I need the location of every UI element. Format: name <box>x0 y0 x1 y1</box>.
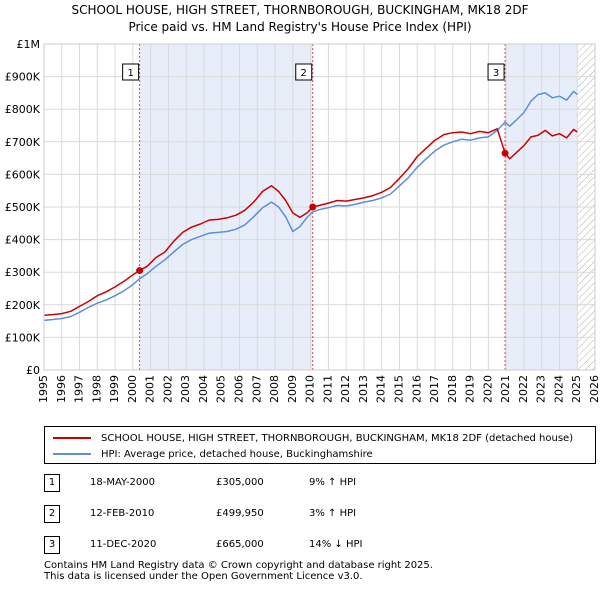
x-tick-label: 2021 <box>499 375 512 403</box>
x-tick-label: 2026 <box>588 375 600 403</box>
y-tick-label: £0 <box>26 364 40 377</box>
sale-row: 1 18-MAY-2000 £305,000 9% ↑ HPI <box>44 474 564 494</box>
y-tick-label: £500K <box>5 201 41 214</box>
x-tick-label: 2006 <box>233 375 246 403</box>
x-tick-label: 2020 <box>481 375 494 403</box>
sale-label-box <box>295 63 313 81</box>
x-tick-label: 1997 <box>73 375 86 403</box>
x-tick-label: 2003 <box>179 375 192 403</box>
x-tick-label: 2014 <box>375 375 388 403</box>
x-tick-label: 2015 <box>392 375 405 403</box>
price-chart: 1 2 3 £0 £100K £200K £300K £400K £500K £600K £700… <box>5 38 600 403</box>
y-tick-label: £100K <box>5 331 41 344</box>
y-tick-label: £600K <box>5 168 41 181</box>
y-tick-label: £300K <box>5 266 41 279</box>
sale-number-badge: 2 <box>44 505 60 523</box>
chart-title: SCHOOL HOUSE, HIGH STREET, THORNBOROUGH,… <box>71 3 529 17</box>
x-tick-label: 1999 <box>108 375 121 403</box>
x-tick-label: 2002 <box>161 375 174 403</box>
hpi-line <box>44 90 578 322</box>
x-tick-label: 2024 <box>552 375 565 403</box>
sale-number-badge: 1 <box>44 474 60 492</box>
x-tick-label: 2023 <box>535 375 548 403</box>
x-tick-label: 2005 <box>215 375 228 403</box>
y-tick-label: £1M <box>17 38 41 51</box>
y-tick-label: £900K <box>5 71 41 84</box>
sale-hpi-change: 9% ↑ HPI <box>309 477 357 488</box>
sale-row: 2 12-FEB-2010 £499,950 3% ↑ HPI <box>44 505 564 525</box>
sale-date: 11-DEC-2020 <box>90 539 157 550</box>
sale-date: 18-MAY-2000 <box>90 477 156 488</box>
x-tick-label: 2009 <box>286 375 299 403</box>
sale-label-number: 1 <box>127 68 133 79</box>
footer-licence: This data is licensed under the Open Gov… <box>44 571 363 582</box>
legend-label-hpi: HPI: Average price, detached house, Buck… <box>101 448 373 460</box>
footer-copyright: Contains HM Land Registry data © Crown c… <box>44 560 433 571</box>
sale-point <box>501 149 509 157</box>
sale-label-number: 2 <box>301 68 307 79</box>
x-tick-label: 2010 <box>304 375 317 403</box>
y-tick-label: £400K <box>5 234 41 247</box>
sale-point <box>136 267 144 275</box>
x-tick-label: 2025 <box>570 375 583 403</box>
y-tick-label: £800K <box>5 103 41 116</box>
legend-swatch-hpi <box>53 453 91 455</box>
x-tick-label: 2001 <box>144 375 157 403</box>
x-tick-label: 2017 <box>428 375 441 403</box>
x-tick-label: 1996 <box>55 375 68 403</box>
sale-hpi-change: 3% ↑ HPI <box>309 508 357 519</box>
legend-swatch-property <box>53 437 91 439</box>
sale-price: £305,000 <box>216 477 264 488</box>
x-tick-label: 2022 <box>517 375 530 403</box>
plot-frame <box>43 43 596 371</box>
sale-date: 12-FEB-2010 <box>90 508 155 519</box>
sale-label-box <box>122 63 140 81</box>
x-tick-label: 2013 <box>357 375 370 403</box>
chart-legend: SCHOOL HOUSE, HIGH STREET, THORNBOROUGH,… <box>44 426 596 464</box>
x-tick-label: 1995 <box>37 375 50 403</box>
x-tick-label: 2012 <box>339 375 352 403</box>
x-tick-label: 2019 <box>464 375 477 403</box>
sale-hpi-change: 14% ↓ HPI <box>309 539 363 550</box>
sale-number-badge: 3 <box>44 536 60 554</box>
sale-label-box <box>487 63 505 81</box>
x-tick-label: 2008 <box>268 375 281 403</box>
legend-label-property: SCHOOL HOUSE, HIGH STREET, THORNBOROUGH,… <box>101 432 574 444</box>
y-tick-label: £700K <box>5 136 41 149</box>
sale-price: £665,000 <box>216 539 264 550</box>
x-tick-label: 2007 <box>250 375 263 403</box>
y-tick-label: £200K <box>5 299 41 312</box>
attribution-footer: Contains HM Land Registry data © Crown c… <box>44 560 433 582</box>
sale-price: £499,950 <box>216 508 264 519</box>
chart-subtitle: Price paid vs. HM Land Registry's House … <box>128 20 472 34</box>
sale-label-number: 3 <box>493 68 499 79</box>
sale-row: 3 11-DEC-2020 £665,000 14% ↓ HPI <box>44 536 564 556</box>
x-tick-label: 2004 <box>197 375 210 403</box>
x-tick-label: 1998 <box>90 375 103 403</box>
legend-item-property: SCHOOL HOUSE, HIGH STREET, THORNBOROUGH,… <box>53 430 573 446</box>
legend-item-hpi: HPI: Average price, detached house, Buck… <box>53 446 373 462</box>
x-tick-label: 2011 <box>321 375 334 403</box>
x-tick-label: 2018 <box>446 375 459 403</box>
x-tick-label: 2000 <box>126 375 139 403</box>
x-tick-label: 2016 <box>410 375 423 403</box>
sale-point <box>309 203 317 211</box>
